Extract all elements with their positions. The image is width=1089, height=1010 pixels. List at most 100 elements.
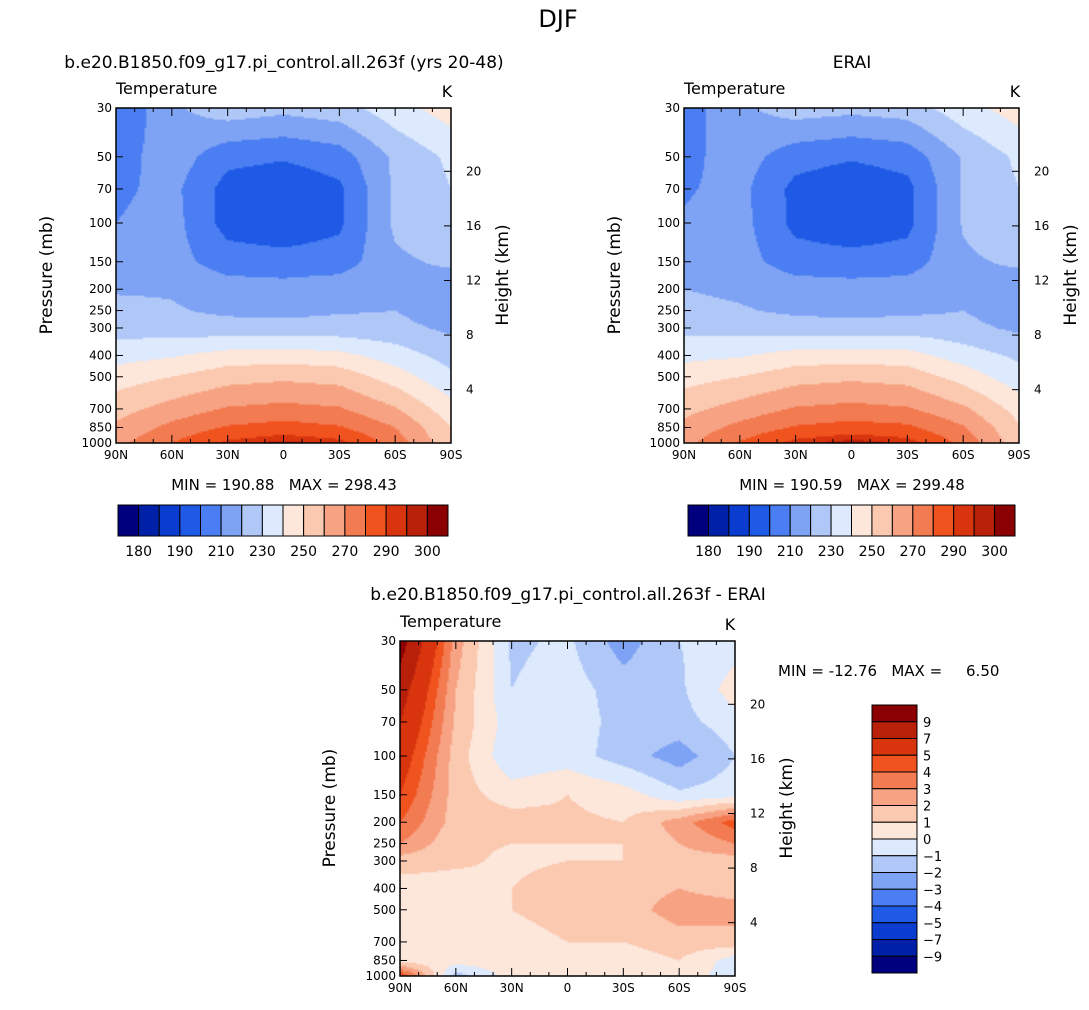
obs-colorbar-label: 180 bbox=[695, 544, 722, 560]
model-pressure-tick-label: 250 bbox=[89, 304, 112, 318]
obs-pressure-tick-label: 300 bbox=[657, 321, 680, 335]
diff-colorbar-swatch bbox=[871, 838, 918, 857]
obs-lat-tick-label: 90S bbox=[1008, 448, 1031, 462]
model-colorbar-swatch bbox=[282, 504, 305, 537]
obs-height-tick-label: 4 bbox=[1034, 383, 1042, 397]
diff-colorbar-label: 3 bbox=[923, 783, 931, 798]
obs-pressure-tick-label: 400 bbox=[657, 348, 680, 362]
obs-pressure-tick-label: 30 bbox=[665, 101, 680, 115]
model-height-tick-label: 8 bbox=[466, 328, 474, 342]
obs-colorbar-swatch bbox=[912, 504, 934, 537]
diff-colorbar-swatch bbox=[871, 939, 918, 957]
obs-colorbar-label: 270 bbox=[899, 544, 926, 560]
diff-variable-label: Temperature bbox=[399, 612, 501, 631]
model-colorbar-swatch bbox=[117, 504, 140, 537]
model-pressure-tick-label: 200 bbox=[89, 282, 112, 296]
model-pressure-tick-label: 50 bbox=[97, 150, 112, 164]
obs-lat-tick-label: 60S bbox=[952, 448, 975, 462]
diff-colorbar-swatch bbox=[871, 771, 918, 790]
obs-pressure-tick-label: 150 bbox=[657, 255, 680, 269]
diff-lat-tick-label: 60S bbox=[668, 981, 691, 995]
diff-colorbar-label: 2 bbox=[923, 800, 931, 815]
obs-colorbar-swatch bbox=[994, 504, 1016, 537]
model-lat-tick-label: 0 bbox=[280, 448, 288, 462]
model-colorbar-swatch bbox=[323, 504, 346, 537]
diff-pressure-tick-label: 250 bbox=[373, 837, 396, 851]
obs-colorbar-swatch bbox=[687, 504, 709, 537]
obs-colorbar-swatch bbox=[932, 504, 955, 537]
diff-pressure-tick-label: 70 bbox=[381, 715, 396, 729]
model-height-tick-label: 16 bbox=[466, 219, 481, 233]
model-panel: b.e20.B1850.f09_g17.pi_control.all.263f … bbox=[37, 53, 513, 560]
model-pressure-tick-label: 70 bbox=[97, 182, 112, 196]
diff-lat-tick-label: 0 bbox=[564, 981, 572, 995]
model-contour-field bbox=[116, 108, 451, 443]
obs-colorbar-label: 250 bbox=[859, 544, 886, 560]
diff-pressure-tick-label: 500 bbox=[373, 903, 396, 917]
diff-height-axis-label: Height (km) bbox=[777, 757, 797, 858]
model-lat-tick-label: 60S bbox=[384, 448, 407, 462]
obs-height-tick-label: 8 bbox=[1034, 328, 1042, 342]
diff-pressure-tick-label: 30 bbox=[381, 634, 396, 648]
model-height-tick-label: 12 bbox=[466, 273, 481, 287]
diff-colorbar-swatch bbox=[871, 888, 918, 907]
obs-colorbar-swatch bbox=[953, 504, 975, 537]
diff-lat-tick-label: 60N bbox=[444, 981, 468, 995]
model-pressure-tick-label: 1000 bbox=[81, 436, 112, 450]
model-colorbar-label: 210 bbox=[208, 544, 235, 560]
diff-pressure-axis-label: Pressure (mb) bbox=[320, 749, 340, 868]
model-colorbar-swatch bbox=[200, 504, 222, 537]
model-colorbar-label: 250 bbox=[290, 544, 317, 560]
model-pressure-tick-label: 300 bbox=[89, 321, 112, 335]
obs-lat-tick-label: 30S bbox=[896, 448, 919, 462]
obs-pressure-tick-label: 200 bbox=[657, 282, 680, 296]
model-pressure-tick-label: 700 bbox=[89, 402, 112, 416]
model-units-label: K bbox=[442, 82, 453, 101]
obs-lat-tick-label: 0 bbox=[848, 448, 856, 462]
obs-variable-label: Temperature bbox=[683, 79, 785, 98]
obs-colorbar-swatch bbox=[851, 504, 873, 537]
diff-panel: b.e20.B1850.f09_g17.pi_control.all.263f … bbox=[320, 585, 999, 995]
model-variable-label: Temperature bbox=[115, 79, 217, 98]
model-height-axis-label: Height (km) bbox=[493, 224, 513, 325]
obs-colorbar-label: 190 bbox=[736, 544, 763, 560]
diff-colorbar-swatch bbox=[871, 905, 918, 924]
diff-lat-tick-label: 90S bbox=[724, 981, 747, 995]
diff-height-tick-label: 8 bbox=[750, 861, 758, 875]
diff-colorbar-label: −3 bbox=[923, 883, 942, 898]
diff-height-tick-label: 20 bbox=[750, 697, 765, 711]
obs-pressure-tick-label: 850 bbox=[657, 420, 680, 434]
diff-colorbar-swatch bbox=[871, 788, 918, 806]
obs-pressure-tick-label: 100 bbox=[657, 216, 680, 230]
obs-colorbar-swatch bbox=[707, 504, 730, 537]
obs-colorbar-swatch bbox=[871, 504, 893, 537]
obs-height-axis-label: Height (km) bbox=[1061, 224, 1081, 325]
obs-lat-tick-label: 60N bbox=[728, 448, 752, 462]
diff-contour-field bbox=[400, 641, 735, 976]
diff-height-tick-label: 4 bbox=[750, 916, 758, 930]
obs-axes: 30 50 70 100 150 200 250 300 400 500 700 850 1000 20 1… bbox=[649, 101, 1049, 462]
obs-contour-image bbox=[684, 108, 1019, 443]
diff-colorbar-label: −7 bbox=[923, 934, 942, 949]
model-colorbar-swatch bbox=[385, 504, 408, 537]
model-colorbar-label: 300 bbox=[414, 544, 441, 560]
diff-pressure-tick-label: 700 bbox=[373, 935, 396, 949]
obs-colorbar-label: 300 bbox=[981, 544, 1008, 560]
diff-colorbar-swatch bbox=[871, 821, 918, 840]
diff-lat-tick-label: 90N bbox=[388, 981, 412, 995]
model-pressure-tick-label: 150 bbox=[89, 255, 112, 269]
obs-colorbar-swatch bbox=[728, 504, 750, 537]
diff-pressure-tick-label: 1000 bbox=[365, 969, 396, 983]
obs-lat-tick-label: 30N bbox=[784, 448, 808, 462]
model-colorbar-swatch bbox=[365, 504, 387, 537]
obs-panel-title: ERAI bbox=[833, 53, 872, 73]
model-pressure-tick-label: 100 bbox=[89, 216, 112, 230]
diff-pressure-tick-label: 150 bbox=[373, 788, 396, 802]
obs-units-label: K bbox=[1010, 82, 1021, 101]
diff-pressure-tick-label: 50 bbox=[381, 683, 396, 697]
model-pressure-tick-label: 400 bbox=[89, 348, 112, 362]
diff-colorbar-label: −9 bbox=[923, 950, 942, 965]
obs-pressure-axis-label: Pressure (mb) bbox=[605, 216, 625, 335]
diff-pressure-tick-label: 400 bbox=[373, 881, 396, 895]
diff-pressure-tick-label: 850 bbox=[373, 953, 396, 967]
